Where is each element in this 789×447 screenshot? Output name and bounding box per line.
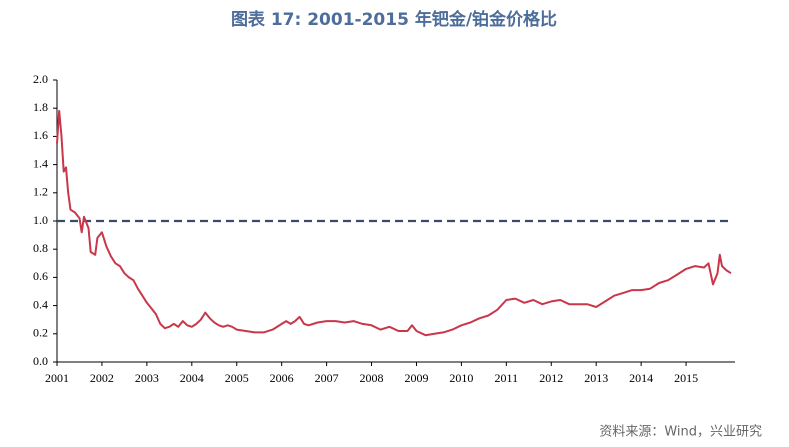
y-tick-label: 2.0 bbox=[33, 72, 48, 86]
x-tick-label: 2005 bbox=[225, 371, 249, 385]
y-tick-label: 1.6 bbox=[33, 128, 48, 142]
x-tick-label: 2014 bbox=[629, 371, 653, 385]
x-tick-label: 2011 bbox=[495, 371, 519, 385]
y-tick-label: 0.0 bbox=[33, 354, 48, 368]
x-tick-label: 2010 bbox=[449, 371, 473, 385]
y-tick-label: 1.8 bbox=[33, 100, 48, 114]
x-tick-label: 2008 bbox=[360, 371, 384, 385]
x-tick-label: 2013 bbox=[584, 371, 608, 385]
x-tick-label: 2002 bbox=[90, 371, 114, 385]
chart-title: 图表 17: 2001-2015 年钯金/铂金价格比 bbox=[231, 9, 557, 30]
x-tick-label: 2003 bbox=[135, 371, 159, 385]
x-tick-label: 2004 bbox=[180, 371, 204, 385]
x-tick-label: 2007 bbox=[315, 371, 339, 385]
y-tick-label: 1.4 bbox=[33, 156, 48, 170]
x-tick-label: 2015 bbox=[674, 371, 698, 385]
x-tick-label: 2012 bbox=[539, 371, 563, 385]
x-tick-label: 2006 bbox=[270, 371, 294, 385]
y-tick-label: 0.8 bbox=[33, 241, 48, 255]
y-tick-label: 0.4 bbox=[33, 297, 48, 311]
y-tick-label: 0.2 bbox=[33, 326, 48, 340]
source-note: 资料来源：Wind，兴业研究 bbox=[599, 425, 762, 440]
y-tick-label: 1.0 bbox=[33, 213, 48, 227]
y-tick-label: 0.6 bbox=[33, 269, 48, 283]
y-tick-label: 1.2 bbox=[33, 185, 48, 199]
x-tick-label: 2009 bbox=[404, 371, 428, 385]
data-line bbox=[56, 110, 732, 337]
x-tick-label: 2001 bbox=[45, 371, 69, 385]
